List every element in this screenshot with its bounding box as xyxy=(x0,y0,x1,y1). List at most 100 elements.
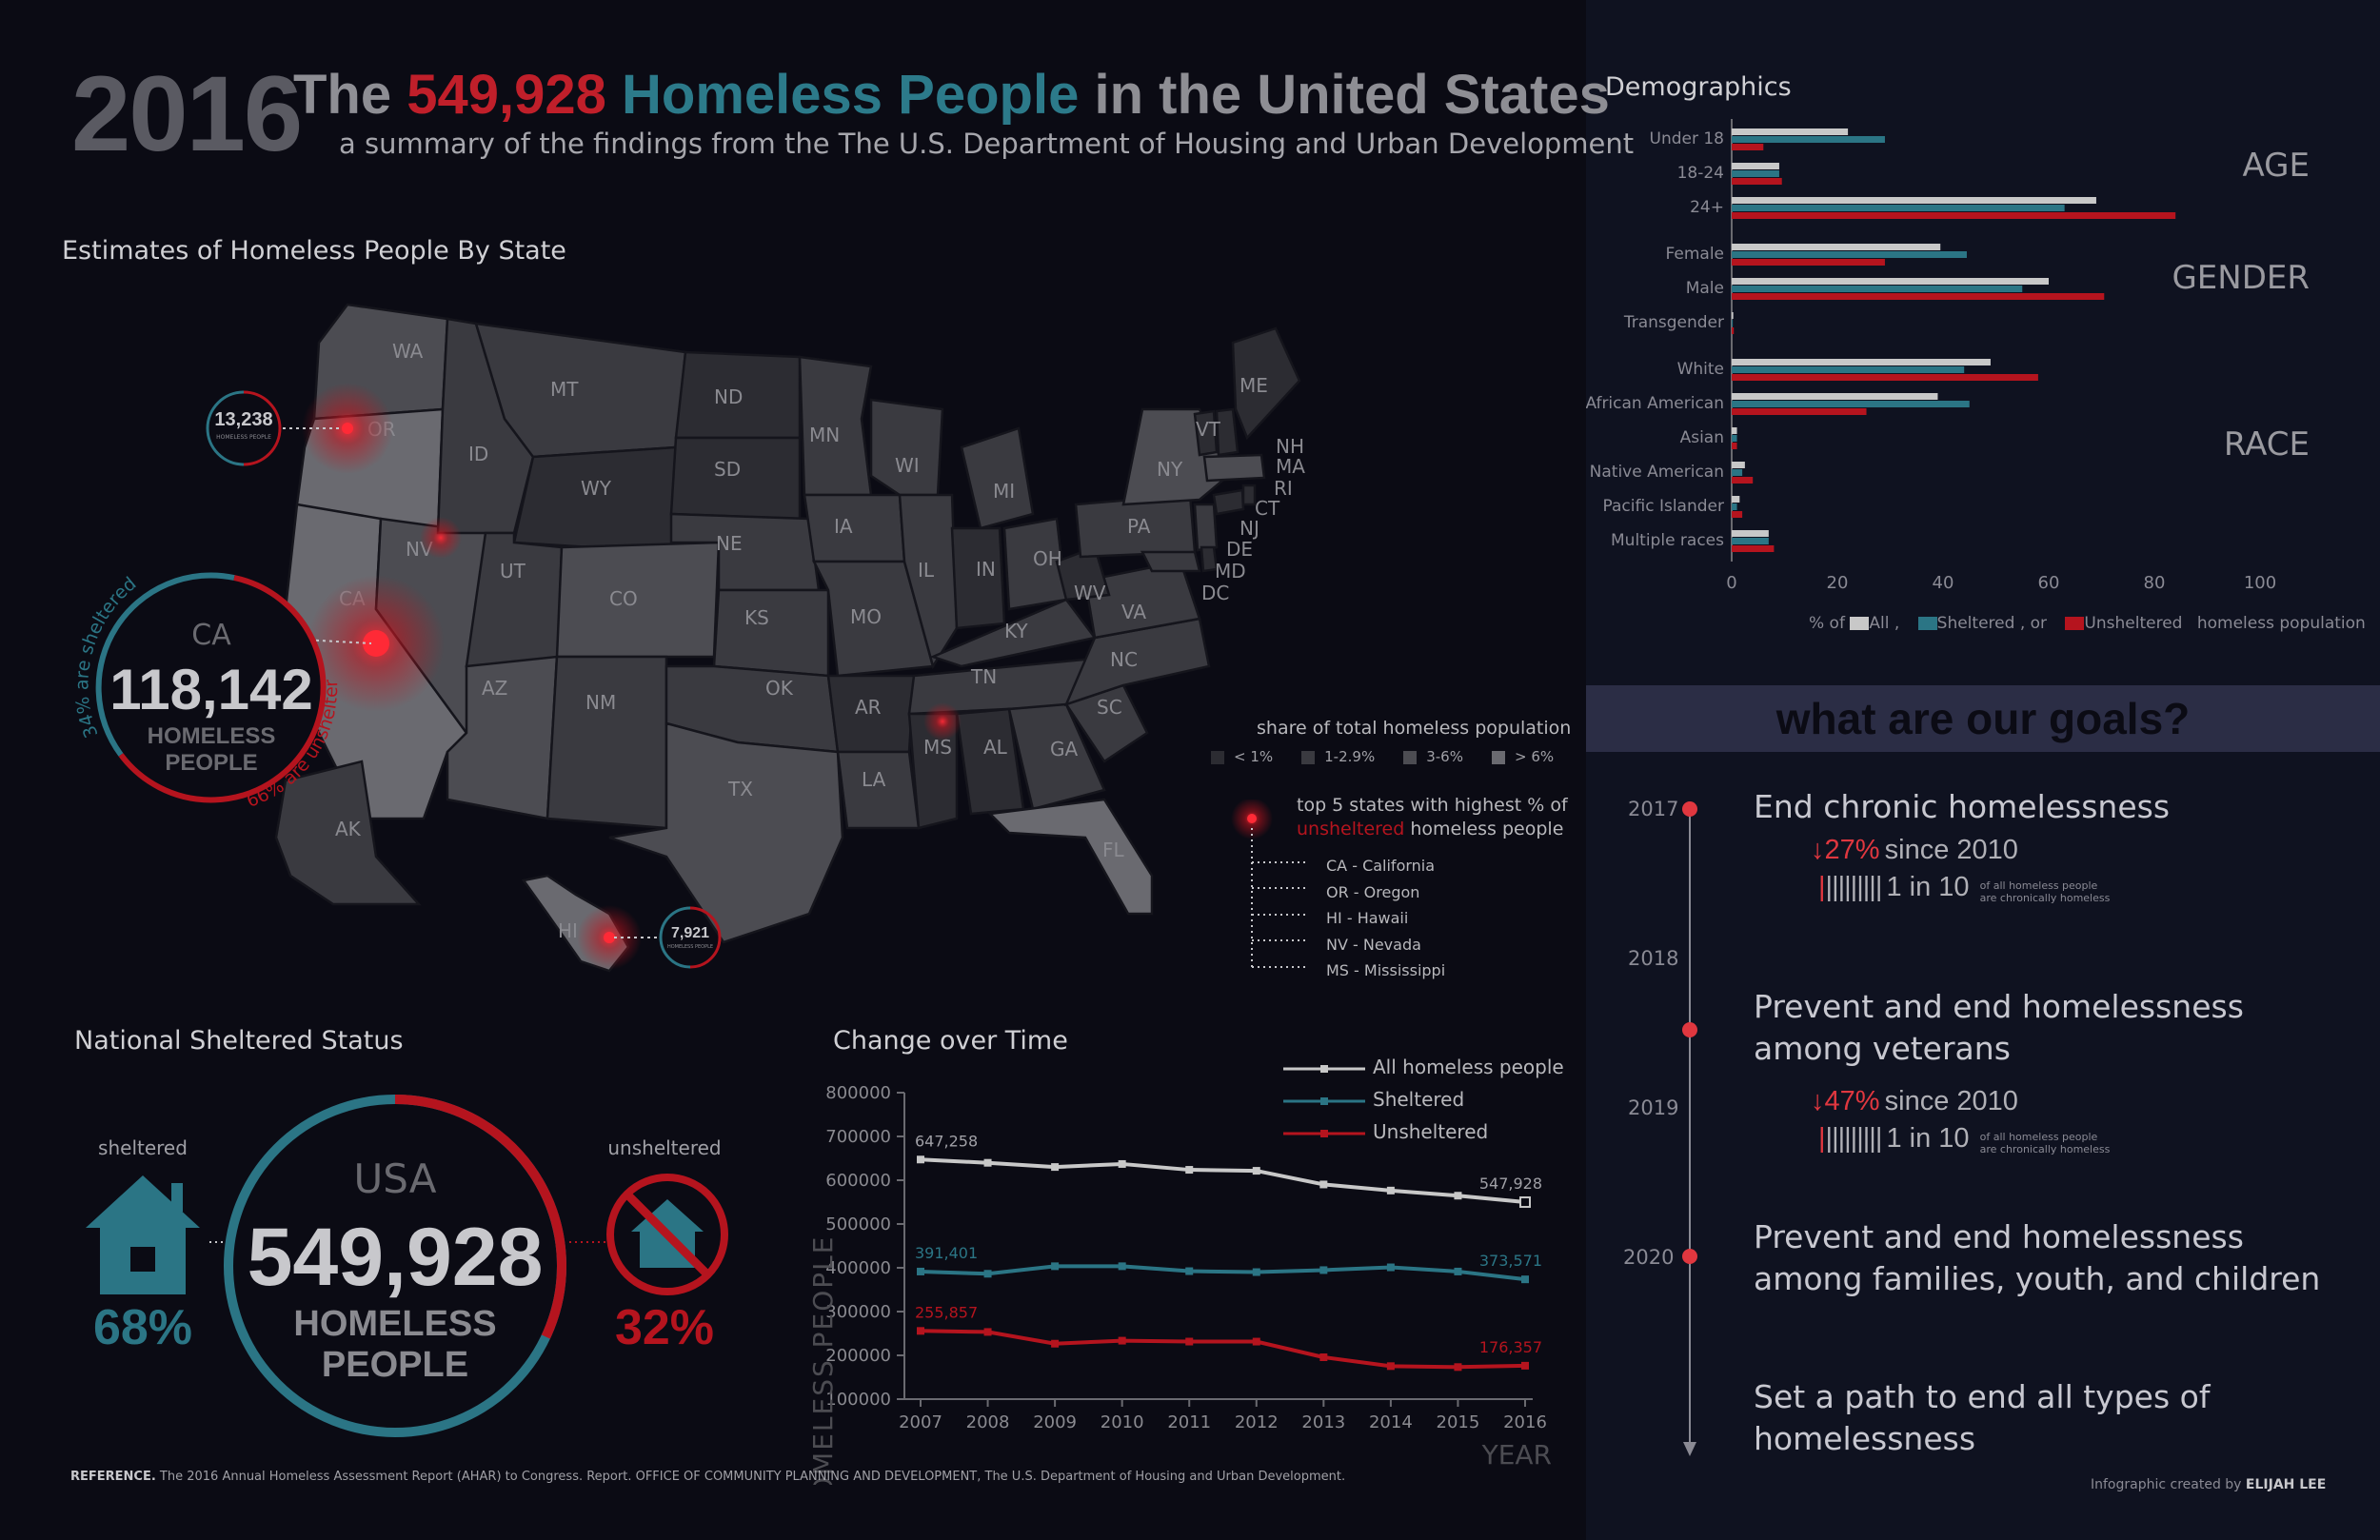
series-point xyxy=(1521,1361,1529,1370)
series-point xyxy=(983,1328,992,1336)
goal-2: Prevent and end homelessness among veter… xyxy=(1754,988,2244,1067)
series-point xyxy=(1252,1167,1260,1175)
demo-bar xyxy=(1732,312,1734,319)
demographics-legend: % of All , Sheltered , or Unsheltered ho… xyxy=(1809,614,2366,633)
legend-swatch-3 xyxy=(1491,750,1505,764)
demo-category-label: Native American xyxy=(1590,463,1724,482)
title-year: 2016 xyxy=(71,54,303,173)
svg-text:WY: WY xyxy=(581,477,612,500)
demo-bar xyxy=(1732,469,1743,476)
national-total: 549,928 xyxy=(247,1212,544,1303)
svg-text:ID: ID xyxy=(468,443,488,465)
svg-text:AZ: AZ xyxy=(482,677,507,700)
goal-1-stat: ↓27% since 2010 xyxy=(1811,835,2018,865)
reference: REFERENCE. The 2016 Annual Homeless Asse… xyxy=(70,1470,1346,1484)
svg-text:TN: TN xyxy=(970,665,997,688)
demo-bar xyxy=(1732,244,1941,250)
demo-category-label: African American xyxy=(1586,394,1724,413)
svg-text:AL: AL xyxy=(983,736,1008,759)
donut-connectors xyxy=(209,1241,609,1243)
svg-text:KS: KS xyxy=(744,606,769,629)
svg-text:UT: UT xyxy=(500,560,526,582)
top5-item: NV - Nevada xyxy=(1326,935,1421,954)
svg-text:WV: WV xyxy=(1074,582,1106,604)
demo-bar xyxy=(1732,366,1965,373)
demo-bar xyxy=(1732,163,1779,169)
top5-connectors xyxy=(1251,828,1309,969)
legend-item-1: 1-2.9% xyxy=(1301,748,1375,765)
state-de xyxy=(1200,545,1219,573)
unsheltered-label: unsheltered xyxy=(607,1136,722,1159)
credit: Infographic created by ELIJAH LEE xyxy=(2091,1477,2327,1492)
series-point xyxy=(1454,1192,1462,1200)
svg-text:RI: RI xyxy=(1274,477,1293,500)
state-ga xyxy=(1007,702,1106,811)
top5-marker-icon xyxy=(1231,800,1273,839)
demo-category-label: Under 18 xyxy=(1650,129,1725,148)
demo-bar xyxy=(1732,538,1769,544)
state-vt xyxy=(1193,409,1219,457)
group-race: RACE xyxy=(2223,425,2310,464)
demo-bar xyxy=(1732,427,1737,434)
title-pre: The xyxy=(293,64,392,126)
svg-text:MD: MD xyxy=(1215,560,1246,582)
svg-text:IL: IL xyxy=(918,559,935,582)
series-point xyxy=(1386,1186,1395,1194)
series-point xyxy=(917,1327,924,1335)
unsheltered-arc xyxy=(394,1095,566,1339)
y-tick-label: 500000 xyxy=(825,1214,891,1234)
demo-bar xyxy=(1732,251,1967,258)
goals-title: what are our goals? xyxy=(1775,694,2191,743)
national-title: National Sheltered Status xyxy=(74,1026,404,1056)
svg-text:ME: ME xyxy=(1240,374,1268,397)
svg-text:TX: TX xyxy=(727,778,753,800)
sheltered-pct: 68% xyxy=(92,1300,193,1355)
series-point xyxy=(1386,1362,1395,1371)
legend-item-0: < 1% xyxy=(1211,748,1273,765)
x-tick-label: 2007 xyxy=(899,1412,942,1432)
demo-bar xyxy=(1732,401,1970,407)
state-mn xyxy=(798,355,873,497)
subtitle: a summary of the findings from the The U… xyxy=(339,128,1635,160)
demo-bar xyxy=(1732,393,1938,400)
national-country: USA xyxy=(353,1155,437,1202)
state-va xyxy=(1083,560,1201,640)
ca-callout-label: HOMELESS PEOPLE xyxy=(147,723,276,776)
demo-bar xyxy=(1732,545,1775,552)
demo-bar xyxy=(1732,530,1769,537)
series-start-label: 255,857 xyxy=(915,1303,978,1321)
state-ak xyxy=(274,760,422,906)
or-callout-label: HOMELESS PEOPLE xyxy=(216,434,271,441)
series-point xyxy=(1454,1363,1462,1372)
group-gender: GENDER xyxy=(2172,259,2310,297)
series-point xyxy=(1454,1267,1462,1275)
series-point xyxy=(1051,1339,1060,1348)
svg-text:DC: DC xyxy=(1201,582,1229,604)
series-point xyxy=(983,1158,992,1167)
ca-callout-value: 118,142 xyxy=(109,658,313,721)
svg-text:GA: GA xyxy=(1050,738,1078,760)
svg-text:ND: ND xyxy=(714,385,743,408)
state-mo xyxy=(811,560,935,678)
goal-1: End chronic homelessness xyxy=(1754,788,2171,825)
legend-item-2: 3-6% xyxy=(1403,748,1463,765)
legend-sheltered: Sheltered xyxy=(1283,1083,1564,1116)
demo-x-tick: 0 xyxy=(1726,573,1736,593)
svg-text:OH: OH xyxy=(1033,547,1062,570)
series-point xyxy=(1521,1275,1529,1284)
demo-category-label: Pacific Islander xyxy=(1603,497,1724,516)
demo-bar xyxy=(1732,443,1737,449)
series-point xyxy=(1185,1166,1194,1175)
demo-bar xyxy=(1732,374,2038,381)
timeline xyxy=(1682,801,1697,1456)
demo-bar xyxy=(1732,408,1867,415)
y-tick-label: 800000 xyxy=(825,1083,891,1103)
sheltered-label: sheltered xyxy=(98,1136,188,1159)
demo-bar xyxy=(1732,327,1735,334)
y-tick-label: 400000 xyxy=(825,1258,891,1278)
svg-text:IA: IA xyxy=(834,515,853,538)
series-start-label: 647,258 xyxy=(915,1132,978,1150)
series-end-label: 373,571 xyxy=(1479,1252,1542,1270)
line-chart-ylabel: # OF HOMELESS PEOPLE xyxy=(807,1235,839,1485)
x-tick-label: 2011 xyxy=(1167,1412,1211,1432)
